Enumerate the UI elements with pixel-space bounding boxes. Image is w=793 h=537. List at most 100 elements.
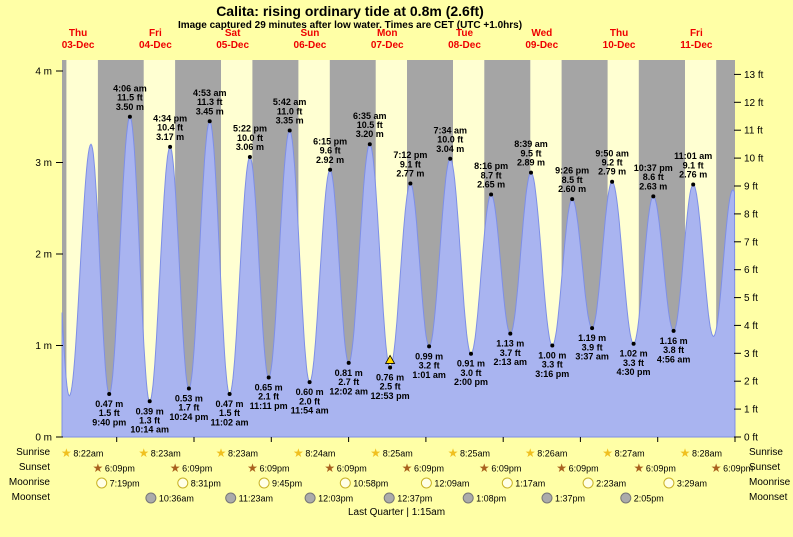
right-axis-label: 7 ft — [744, 237, 758, 248]
low-tide-marker — [427, 344, 432, 349]
left-axis-label: 4 m — [35, 67, 52, 78]
tide-annotation-line: 3.20 m — [356, 129, 384, 139]
sunrise-star-time: 8:24am — [305, 449, 335, 459]
low-tide-marker — [469, 351, 473, 356]
high-tide-marker — [287, 128, 292, 133]
sunrise-star-icon: ★ — [293, 446, 304, 460]
tide-annotation-line: 10:14 am — [130, 425, 169, 435]
sunrise-star-time: 8:25am — [383, 449, 413, 459]
tide-annotation-line: 10.0 ft — [437, 135, 463, 145]
tide-annotation-line: 6:15 pm — [313, 136, 347, 146]
tide-annotation-line: 1.02 m — [620, 349, 648, 359]
moonset-moon-icon — [304, 492, 316, 504]
sunrise-row-label-right: Sunrise — [749, 447, 783, 458]
sunset-row-label-left: Sunset — [18, 462, 50, 473]
tide-annotation-line: 11.5 ft — [117, 93, 143, 103]
sunrise-star-time: 8:27am — [615, 449, 645, 459]
sunrise-row-label-left: Sunrise — [16, 447, 50, 458]
sunrise-star-time: 8:22am — [73, 449, 103, 459]
day-label-date: 11-Dec — [680, 40, 713, 51]
moonset-moon-time: 1:08pm — [476, 494, 506, 504]
sunrise-star-time: 8:23am — [151, 449, 181, 459]
moonset-moon-icon — [541, 492, 553, 504]
right-axis-label: 12 ft — [744, 98, 764, 109]
sunrise-star-icon: ★ — [61, 446, 72, 460]
tide-annotation-line: 0.47 m — [95, 399, 123, 409]
sunset-star-icon: ★ — [479, 461, 490, 475]
sunset-star-time: 6:09pm — [723, 464, 753, 474]
high-tide-marker — [448, 156, 453, 161]
right-axis-label: 10 ft — [744, 154, 764, 165]
tide-annotation-line: 2.63 m — [639, 181, 667, 191]
left-axis-label: 2 m — [35, 250, 52, 261]
tide-annotation-line: 4:30 pm — [617, 367, 651, 377]
day-label-date: 06-Dec — [294, 40, 327, 51]
moonrise-moon-time: 3:29am — [677, 479, 707, 489]
moonrise-moon-time: 1:17am — [515, 479, 545, 489]
tide-annotation-line: 9.5 ft — [520, 148, 541, 158]
tide-annotation-line: 2:13 am — [494, 357, 528, 367]
tide-annotation-line: 5:22 pm — [233, 124, 267, 134]
sunrise-star-icon: ★ — [680, 446, 691, 460]
sunset-star-time: 6:09pm — [491, 464, 521, 474]
high-tide-marker — [691, 182, 696, 187]
moonset-moon-icon — [383, 492, 395, 504]
moonrise-moon-icon — [501, 477, 513, 489]
sunset-star-icon: ★ — [93, 461, 104, 475]
page-subtitle: Image captured 29 minutes after low wate… — [177, 20, 523, 31]
tide-annotation-line: 1:01 am — [412, 370, 446, 380]
tide-annotation-line: 3.8 ft — [663, 345, 684, 355]
sunrise-star-time: 8:26am — [537, 449, 567, 459]
sunrise-star-icon: ★ — [525, 446, 536, 460]
right-axis-label: 2 ft — [744, 377, 758, 388]
left-axis-label: 1 m — [35, 341, 52, 352]
tide-annotation-line: 1.3 ft — [139, 416, 160, 426]
sunrise-star-time: 8:25am — [460, 449, 490, 459]
tide-annotation-line: 2.60 m — [558, 184, 586, 194]
high-tide-marker — [570, 197, 575, 202]
tide-annotation-line: 7:34 am — [433, 125, 467, 135]
day-label-dow: Sat — [225, 28, 241, 39]
tide-annotation-line: 10.4 ft — [157, 123, 183, 133]
day-label-date: 09-Dec — [525, 40, 558, 51]
sunset-row-label-right: Sunset — [749, 462, 781, 473]
tide-annotation-line: 3.0 ft — [460, 368, 481, 378]
moonset-moon-icon — [145, 492, 157, 504]
page-title: Calita: rising ordinary tide at 0.8m (2.… — [216, 3, 484, 19]
tide-annotation-line: 0.47 m — [216, 399, 244, 409]
sunrise-star-time: 8:28am — [692, 449, 722, 459]
tide-annotation-line: 2.79 m — [598, 167, 626, 177]
day-label-date: 03-Dec — [62, 40, 95, 51]
sunrise-star-icon: ★ — [138, 446, 149, 460]
tide-annotation-line: 3.3 ft — [542, 360, 563, 370]
tide-annotation-line: 11:01 am — [674, 151, 712, 161]
moonrise-moon-time: 9:45pm — [272, 479, 302, 489]
day-label-dow: Mon — [377, 28, 398, 39]
low-tide-marker — [590, 326, 595, 331]
left-axis-label: 3 m — [35, 158, 52, 169]
sunset-star-time: 6:09pm — [105, 464, 135, 474]
day-label-date: 05-Dec — [216, 40, 249, 51]
moonset-moon-time: 10:36am — [159, 494, 194, 504]
day-label-dow: Wed — [531, 28, 552, 39]
tide-annotation-line: 0.91 m — [457, 359, 485, 369]
tide-annotation-line: 8.6 ft — [643, 172, 664, 182]
sunrise-star-icon: ★ — [448, 446, 459, 460]
tide-annotation-line: 2.1 ft — [258, 392, 279, 402]
tide-annotation-line: 9:40 pm — [92, 417, 126, 427]
tide-annotation-line: 2.77 m — [396, 169, 424, 179]
sunset-star-time: 6:09pm — [414, 464, 444, 474]
low-tide-marker — [388, 365, 393, 370]
tide-annotation-line: 8:16 pm — [474, 161, 508, 171]
tide-annotation-line: 2.65 m — [477, 180, 505, 190]
tide-annotation-line: 9.1 ft — [400, 159, 421, 169]
tide-annotation-line: 8.5 ft — [562, 175, 583, 185]
moonrise-moon-icon — [96, 477, 108, 489]
moonrise-moon-time: 12:09am — [434, 479, 469, 489]
tide-annotation-line: 1.7 ft — [178, 403, 199, 413]
right-axis-label: 5 ft — [744, 293, 758, 304]
right-axis-label: 11 ft — [744, 126, 763, 137]
sunset-star-time: 6:09pm — [646, 464, 676, 474]
tide-annotation-line: 12:53 pm — [371, 391, 410, 401]
